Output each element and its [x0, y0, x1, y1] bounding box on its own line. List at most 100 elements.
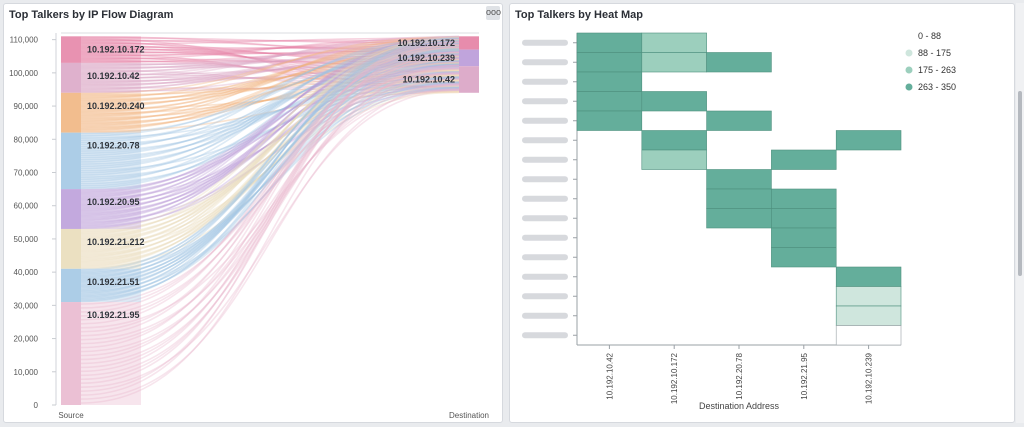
- panel-menu-button[interactable]: ooo: [486, 6, 501, 20]
- source-node[interactable]: [61, 228, 81, 269]
- scrollbar-thumb[interactable]: [1018, 91, 1022, 276]
- source-node[interactable]: [61, 302, 81, 405]
- heatmap-cell[interactable]: [706, 110, 772, 131]
- source-node[interactable]: [61, 62, 81, 93]
- source-node[interactable]: [61, 189, 81, 229]
- flow-link: [80, 91, 460, 133]
- heatmap-cell[interactable]: [771, 188, 837, 209]
- heatmap-cell[interactable]: [771, 149, 837, 170]
- flow-link: [80, 44, 460, 245]
- legend-label[interactable]: 0 - 88: [918, 31, 941, 41]
- heatmap-cell[interactable]: [706, 188, 772, 209]
- flow-link: [80, 80, 460, 119]
- destination-node[interactable]: [459, 49, 479, 67]
- flow-link: [80, 40, 460, 74]
- flow-link: [80, 44, 460, 109]
- flow-link: [80, 88, 460, 200]
- flow-link: [80, 42, 460, 54]
- source-node[interactable]: [61, 36, 81, 63]
- heatmap-cell[interactable]: [641, 91, 707, 112]
- heatmap-cell[interactable]: [835, 286, 902, 307]
- source-node-label: 10.192.20.240: [87, 101, 145, 111]
- flow-link: [80, 86, 460, 273]
- flow-link: [80, 50, 460, 294]
- flow-link: [80, 35, 460, 361]
- flow-link: [80, 43, 460, 222]
- source-node[interactable]: [61, 92, 81, 133]
- row-label-redacted: [522, 117, 568, 124]
- flow-link: [80, 54, 460, 197]
- y-tick-label: 110,000: [10, 36, 39, 45]
- heatmap-cell[interactable]: [641, 52, 707, 73]
- heatmap-cell[interactable]: [771, 208, 837, 229]
- source-node[interactable]: [61, 132, 81, 190]
- flow-link: [80, 51, 460, 202]
- flow-link: [80, 67, 460, 85]
- heatmap-cell[interactable]: [641, 149, 707, 170]
- flow-link: [80, 65, 460, 94]
- flow-link: [80, 54, 460, 87]
- page-scrollbar[interactable]: [1016, 3, 1024, 423]
- heatmap-cell[interactable]: [706, 169, 772, 190]
- heatmap-cell[interactable]: [771, 227, 837, 248]
- y-tick-label: 10,000: [14, 368, 39, 377]
- heatmap-cell[interactable]: [835, 130, 902, 151]
- flow-link: [80, 54, 460, 69]
- heatmap-cell[interactable]: [706, 52, 772, 73]
- heatmap-cell[interactable]: [771, 247, 837, 268]
- x-tick-label: 10.192.20.78: [735, 352, 744, 399]
- legend-label[interactable]: 263 - 350: [918, 82, 956, 92]
- flow-link: [80, 77, 460, 300]
- row-label-redacted: [522, 59, 568, 66]
- flow-link: [80, 43, 460, 199]
- flow-link: [80, 58, 460, 369]
- flow-link: [80, 37, 460, 150]
- ip-flow-panel-title: Top Talkers by IP Flow Diagram: [9, 9, 174, 21]
- source-node-band: [81, 62, 141, 93]
- heatmap-cell[interactable]: [576, 91, 643, 112]
- flow-link: [80, 84, 460, 228]
- flow-link: [80, 68, 460, 242]
- heatmap-cell[interactable]: [641, 32, 707, 53]
- flow-link: [80, 47, 460, 73]
- source-node-band: [81, 302, 141, 405]
- flow-link: [80, 36, 460, 259]
- flow-link: [80, 85, 460, 251]
- flow-link: [80, 83, 460, 341]
- legend-swatch: [905, 32, 913, 40]
- destination-node[interactable]: [459, 36, 479, 50]
- legend-label[interactable]: 175 - 263: [918, 65, 956, 75]
- flow-link: [80, 55, 460, 107]
- source-node[interactable]: [61, 268, 81, 303]
- heatmap-cell[interactable]: [706, 208, 772, 229]
- flow-link: [80, 48, 460, 303]
- flow-link: [80, 50, 460, 57]
- heatmap-cell[interactable]: [641, 130, 707, 151]
- flow-link: [80, 35, 460, 81]
- source-node-band: [81, 132, 141, 190]
- heatmap-cell[interactable]: [835, 266, 902, 287]
- heatmap-cell[interactable]: [835, 325, 902, 346]
- flow-link: [80, 42, 460, 170]
- heatmap-cell[interactable]: [576, 110, 643, 131]
- heatmap-cell[interactable]: [576, 71, 643, 92]
- flow-link: [80, 41, 460, 83]
- destination-node[interactable]: [459, 66, 479, 93]
- flow-link: [80, 43, 460, 71]
- flow-link: [80, 39, 460, 144]
- y-tick-label: 90,000: [14, 102, 39, 111]
- flow-link: [80, 70, 460, 265]
- flow-link: [80, 81, 460, 146]
- heatmap-cell[interactable]: [576, 52, 643, 73]
- flow-link: [80, 62, 460, 74]
- y-tick-label: 60,000: [14, 202, 39, 211]
- flow-link: [80, 90, 460, 246]
- flow-link: [80, 57, 460, 309]
- heatmap-cell[interactable]: [835, 305, 902, 326]
- flow-link: [80, 48, 460, 157]
- flow-link: [80, 37, 460, 45]
- legend-label[interactable]: 88 - 175: [918, 48, 951, 58]
- heatmap-cell[interactable]: [576, 32, 643, 53]
- flow-link: [80, 62, 460, 121]
- flow-link: [80, 36, 460, 99]
